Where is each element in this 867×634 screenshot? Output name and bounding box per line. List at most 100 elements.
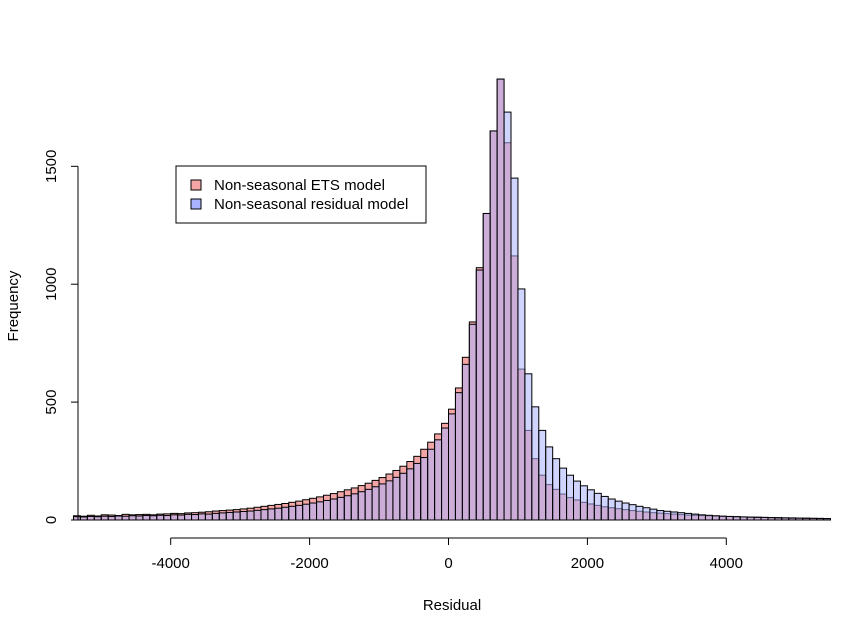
bar xyxy=(510,177,519,521)
legend-label-residual: Non-seasonal residual model xyxy=(214,196,408,213)
bar xyxy=(100,515,109,521)
bar xyxy=(704,514,713,521)
bar xyxy=(725,515,734,521)
bar xyxy=(621,502,630,521)
bar xyxy=(732,516,741,521)
bar xyxy=(586,489,595,521)
legend-box xyxy=(175,165,427,224)
bar xyxy=(135,515,144,521)
bar xyxy=(677,512,686,521)
bar xyxy=(191,514,199,521)
bar xyxy=(781,517,790,521)
bar xyxy=(427,448,436,521)
bar xyxy=(517,288,526,521)
bar xyxy=(336,496,345,521)
bar xyxy=(760,516,769,521)
bar xyxy=(823,518,831,521)
y-tick-label: 1000 xyxy=(43,268,60,301)
bar xyxy=(316,501,324,521)
bar xyxy=(503,111,512,521)
bar xyxy=(93,516,102,521)
bar xyxy=(795,517,804,521)
bar xyxy=(600,495,609,521)
bar xyxy=(79,516,88,521)
bar xyxy=(489,130,498,521)
bar xyxy=(107,515,116,521)
bar xyxy=(649,508,658,521)
bar xyxy=(357,491,366,521)
bar xyxy=(197,513,206,521)
bar xyxy=(746,516,755,521)
bar xyxy=(816,518,825,521)
bar xyxy=(149,515,158,521)
y-tick-label: 0 xyxy=(43,516,60,524)
legend-label-ets: Non-seasonal ETS model xyxy=(214,177,385,194)
bar xyxy=(482,212,491,521)
bar xyxy=(350,493,359,521)
bar xyxy=(413,462,422,521)
bar xyxy=(142,515,151,521)
x-tick-label: 0 xyxy=(444,555,452,572)
bar xyxy=(163,515,172,521)
bar xyxy=(684,512,693,521)
bar xyxy=(302,503,311,521)
bar xyxy=(218,512,227,521)
bar xyxy=(711,515,720,521)
bar xyxy=(434,439,443,521)
bar xyxy=(156,514,165,521)
bar xyxy=(545,446,554,521)
x-axis-label: Residual xyxy=(423,597,481,614)
bar xyxy=(454,392,463,521)
bar xyxy=(267,508,276,521)
legend-swatch-residual xyxy=(190,198,202,210)
bar xyxy=(628,504,637,521)
bar xyxy=(531,406,540,521)
bar xyxy=(211,512,220,521)
bar xyxy=(246,510,255,521)
bar xyxy=(656,510,665,521)
bar xyxy=(274,507,283,521)
bar xyxy=(371,486,380,521)
bar xyxy=(177,514,186,521)
bar xyxy=(385,480,394,521)
bar xyxy=(448,413,456,521)
x-tick-label: 2000 xyxy=(571,555,604,572)
legend-swatch-ets xyxy=(190,179,202,191)
bar xyxy=(496,78,505,521)
bar xyxy=(329,498,338,521)
y-axis-label: Frequency xyxy=(5,270,22,341)
bar xyxy=(642,507,651,521)
bar xyxy=(253,509,262,521)
bar xyxy=(322,499,331,521)
bar xyxy=(593,492,602,521)
x-tick-label: 4000 xyxy=(710,555,743,572)
bar xyxy=(802,517,811,521)
bar xyxy=(225,511,234,521)
bar xyxy=(239,511,248,521)
bar xyxy=(114,515,123,521)
x-axis: -4000 -2000 0 2000 4000 xyxy=(152,537,743,572)
bar xyxy=(281,506,290,521)
bar xyxy=(635,505,644,521)
bar xyxy=(524,373,533,521)
bar xyxy=(739,516,748,521)
legend: Non-seasonal ETS model Non-seasonal resi… xyxy=(175,165,427,224)
bar xyxy=(309,502,318,521)
bar xyxy=(691,513,700,521)
bars-residual-model xyxy=(72,78,831,521)
bar xyxy=(607,498,616,521)
bar xyxy=(566,474,575,521)
bar xyxy=(774,517,783,521)
y-tick-label: 1500 xyxy=(43,150,60,183)
bar xyxy=(670,511,679,521)
bar xyxy=(399,472,408,521)
bar xyxy=(767,517,776,521)
bar xyxy=(204,513,213,521)
bar xyxy=(809,517,818,521)
bar xyxy=(614,500,623,521)
bar xyxy=(718,515,727,521)
bar xyxy=(343,495,352,521)
bar xyxy=(753,516,762,521)
bar xyxy=(406,468,415,521)
bar xyxy=(392,476,401,521)
